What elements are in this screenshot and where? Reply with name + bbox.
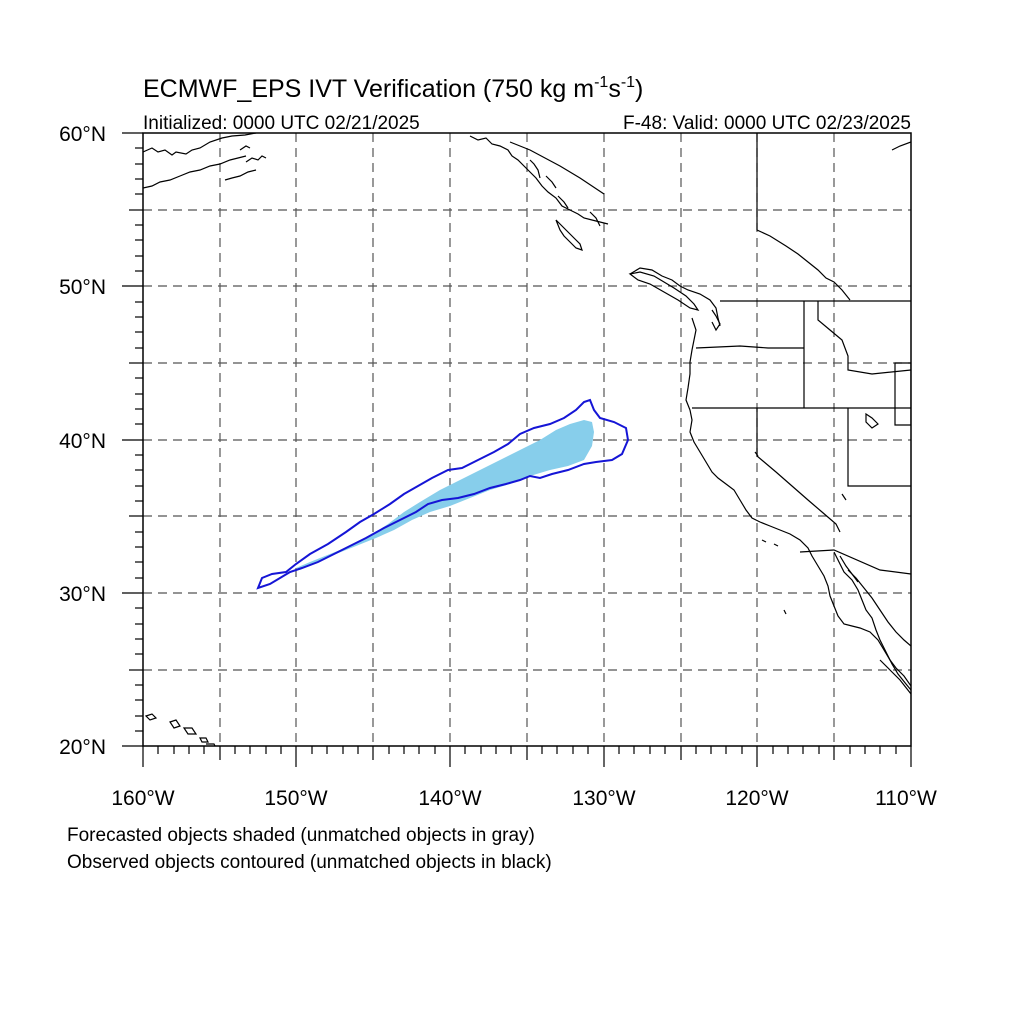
lon-label-110w: 110°W: [875, 787, 937, 810]
caption-observed: Observed objects contoured (unmatched ob…: [67, 852, 552, 873]
lat-label-30n: 30°N: [59, 583, 106, 606]
lat-label-40n: 40°N: [59, 430, 106, 453]
map-title: ECMWF_EPS IVT Verification (750 kg m-1s-…: [143, 74, 643, 103]
caption-forecast: Forecasted objects shaded (unmatched obj…: [67, 825, 535, 846]
lon-label-140w: 140°W: [418, 787, 481, 810]
lat-label-50n: 50°N: [59, 276, 106, 299]
lon-label-130w: 130°W: [572, 787, 635, 810]
lon-label-150w: 150°W: [264, 787, 327, 810]
lat-label-20n: 20°N: [59, 736, 106, 759]
forecast-object: [296, 420, 594, 570]
graticule: [143, 133, 911, 746]
coastline-and-borders: [143, 133, 911, 746]
subtitle-valid: F-48: Valid: 0000 UTC 02/23/2025: [623, 113, 911, 134]
subtitle-initialized: Initialized: 0000 UTC 02/21/2025: [143, 113, 420, 134]
tick-marks: [122, 132, 912, 767]
lon-label-160w: 160°W: [111, 787, 174, 810]
observed-object-contour: [256, 398, 630, 590]
lon-label-120w: 120°W: [725, 787, 788, 810]
lat-label-60n: 60°N: [59, 123, 106, 146]
